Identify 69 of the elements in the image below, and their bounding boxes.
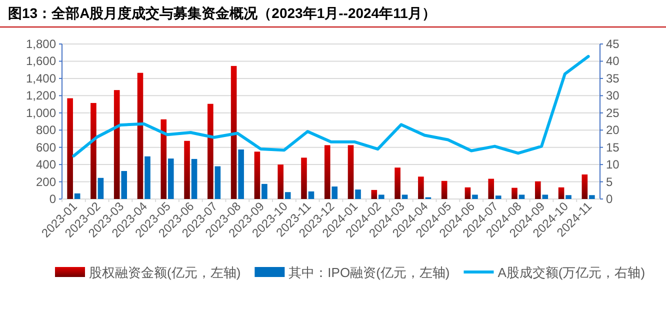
- y-tick-label: 1,400: [26, 71, 56, 86]
- y2-tick-label: 25: [606, 106, 620, 120]
- y-tick-label: 400: [36, 158, 56, 172]
- bar: [589, 195, 595, 199]
- bar: [278, 164, 284, 199]
- bar: [191, 158, 198, 199]
- bar: [230, 66, 237, 199]
- bar: [67, 98, 73, 199]
- bar: [160, 119, 167, 199]
- y-tick-label: 1,600: [26, 54, 56, 68]
- bar: [137, 72, 144, 199]
- bar: [495, 196, 502, 199]
- bar: [324, 145, 330, 199]
- y-tick-label: 1,000: [26, 106, 56, 120]
- bar: [332, 186, 338, 199]
- bar: [464, 187, 471, 199]
- bar: [184, 140, 190, 199]
- bar: [301, 158, 307, 199]
- bar: [308, 191, 314, 199]
- bar: [512, 188, 518, 199]
- bar: [348, 145, 354, 199]
- bar: [566, 195, 572, 199]
- bar: [98, 178, 104, 199]
- bar: [378, 194, 384, 199]
- y2-tick-label: 0: [606, 192, 613, 206]
- bar: [394, 168, 400, 199]
- y2-tick-label: 40: [606, 54, 620, 68]
- y-tick-label: 1,200: [26, 88, 56, 103]
- y2-tick-label: 20: [606, 123, 620, 138]
- line-series: [72, 54, 590, 158]
- legend-label: 其中：IPO融资(亿元，左轴): [288, 265, 450, 280]
- y2-tick-label: 45: [606, 37, 620, 51]
- bar: [488, 178, 494, 199]
- bar: [582, 174, 588, 199]
- bar: [254, 152, 260, 199]
- y2-tick-label: 30: [606, 88, 620, 103]
- bar: [542, 194, 548, 199]
- y2-tick-label: 15: [606, 140, 620, 154]
- bar: [558, 187, 564, 199]
- y2-tick-label: 35: [606, 71, 620, 86]
- y-tick-label: 0: [49, 192, 56, 206]
- chart-title: 图13：全部A股月度成交与募集资金概况（2023年1月--2024年11月）: [8, 5, 436, 21]
- y2-tick-label: 5: [606, 174, 613, 189]
- bar: [214, 166, 221, 199]
- y-tick-label: 600: [36, 140, 56, 154]
- bar: [238, 149, 244, 199]
- y2-tick-label: 10: [606, 158, 620, 172]
- bar: [144, 156, 150, 199]
- bar: [418, 176, 424, 199]
- legend-label: A股成交额(万亿元，右轴): [498, 265, 646, 280]
- bar: [121, 171, 128, 199]
- legend-label: 股权融资金额(亿元，左轴): [89, 265, 241, 280]
- bar: [168, 158, 174, 199]
- bar: [441, 180, 448, 199]
- bar: [208, 104, 214, 199]
- bar: [534, 181, 541, 199]
- bar: [472, 194, 478, 199]
- bar: [262, 184, 268, 199]
- bar: [518, 194, 525, 199]
- bar: [402, 194, 408, 199]
- y-tick-label: 200: [36, 174, 56, 189]
- y-tick-label: 1,800: [26, 37, 56, 51]
- y-tick-label: 800: [36, 123, 56, 138]
- bar: [284, 192, 291, 199]
- bar: [114, 90, 120, 199]
- bar: [355, 190, 361, 199]
- bar: [371, 190, 378, 199]
- bar: [90, 102, 96, 199]
- bar: [74, 193, 80, 199]
